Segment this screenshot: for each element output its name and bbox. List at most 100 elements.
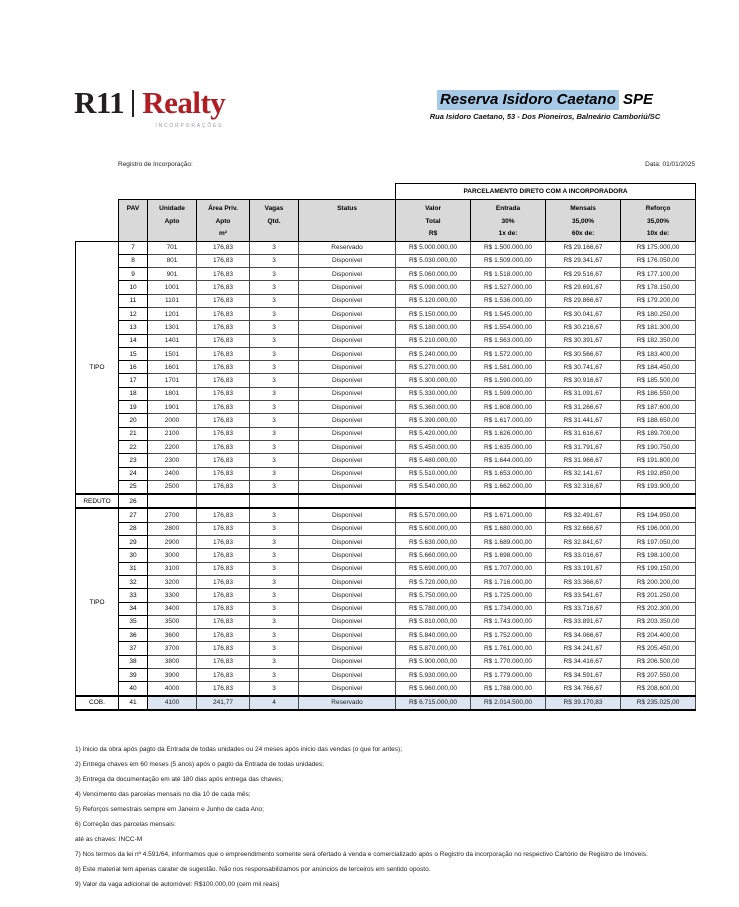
cell-vagas: 3 bbox=[249, 306, 299, 322]
cell-entrada: R$ 2.014.500,00 bbox=[470, 694, 547, 711]
table-row: 15 1501 176,83 3 Disponivel R$ 5.240.000,00 R$… bbox=[76, 346, 697, 362]
cell-reforco: R$ 177.100,00 bbox=[620, 267, 697, 282]
cell-entrada: R$ 1.563.000,00 bbox=[470, 333, 547, 348]
cell-area: 176,83 bbox=[196, 253, 250, 269]
cell-pav: 33 bbox=[118, 588, 148, 603]
table-row: 38 3800 176,83 3 Disponivel R$ 5.900.000,00 R$… bbox=[76, 654, 697, 670]
cell-status: Disponivel bbox=[297, 267, 397, 282]
cell-valor: R$ 5.300.000,00 bbox=[395, 373, 472, 388]
cell-valor: R$ 5.720.000,00 bbox=[395, 574, 472, 590]
cell-valor: R$ 5.690.000,00 bbox=[395, 561, 472, 576]
cell-valor: R$ 5.210.000,00 bbox=[395, 333, 472, 348]
cell-unidade: 3500 bbox=[147, 614, 197, 630]
cell-pav: 39 bbox=[118, 667, 148, 683]
cell-entrada: R$ 1.500.000,00 bbox=[470, 240, 547, 255]
note-line: 9) Valor da vaga adicional de automóvel:… bbox=[75, 881, 280, 888]
cell-area: 176,83 bbox=[196, 479, 250, 495]
table-row: TIPO 7 701 176,83 3 Reservado R$ 5.000.000,00 R… bbox=[75, 240, 697, 495]
table-row: 17 1701 176,83 3 Disponivel R$ 5.300.000,00 R$… bbox=[76, 373, 697, 388]
cell-vagas: 3 bbox=[249, 293, 299, 308]
cell-area: 176,83 bbox=[196, 346, 250, 362]
cell-area: 176,83 bbox=[196, 628, 250, 643]
note-line: 8) Este material tem apenas carater de s… bbox=[75, 866, 431, 873]
cell-entrada: R$ 1.770.000,00 bbox=[470, 654, 547, 670]
cell-mensais: R$ 30.566,67 bbox=[545, 346, 622, 362]
cell-area: 176,83 bbox=[196, 641, 250, 656]
table-row: 31 3100 176,83 3 Disponivel R$ 5.690.000,00 R$… bbox=[76, 561, 697, 576]
cell-status: Disponivel bbox=[297, 548, 397, 563]
cell-reforco: R$ 206.500,00 bbox=[620, 654, 697, 670]
cell-reforco: R$ 181.300,00 bbox=[620, 320, 697, 335]
cell-valor: R$ 5.810.000,00 bbox=[395, 614, 472, 630]
cell-status: Disponivel bbox=[297, 641, 397, 656]
cell-status: Disponivel bbox=[297, 333, 397, 348]
cell-reforco: R$ 235.025,00 bbox=[620, 694, 697, 711]
cell-area: 176,83 bbox=[196, 240, 250, 255]
registro-label: Registro de Incorporação: bbox=[118, 161, 193, 168]
cell-pav: 28 bbox=[118, 521, 148, 537]
table-row: 12 1201 176,83 3 Disponivel R$ 5.150.000,00 R$… bbox=[76, 306, 697, 322]
cell-area: 176,83 bbox=[196, 681, 250, 697]
cell-mensais: R$ 34.416,67 bbox=[545, 654, 622, 670]
cell-mensais: R$ 29.516,67 bbox=[545, 267, 622, 282]
header-title-block: Reserva Isidoro Caetano SPE Rua Isidoro … bbox=[395, 90, 695, 121]
col-header-reforco: Reforço 35,00% 10x de: bbox=[620, 199, 697, 242]
cell-area: 176,83 bbox=[196, 293, 250, 308]
table-row: COB. 41 4100 241,77 4 Reservado R$ 6.715.000,0… bbox=[75, 694, 697, 711]
table-row: 11 1101 176,83 3 Disponivel R$ 5.120.000,00 R$… bbox=[76, 293, 697, 308]
cell-pav: 38 bbox=[118, 654, 148, 670]
cell-area: 176,83 bbox=[196, 280, 250, 295]
cell-unidade: 701 bbox=[147, 240, 197, 255]
table-row: 10 1001 176,83 3 Disponivel R$ 5.090.000,00 R$… bbox=[76, 280, 697, 295]
cell-valor: R$ 5.000.000,00 bbox=[395, 240, 472, 255]
cell-vagas: 3 bbox=[249, 413, 299, 428]
table-row: 35 3500 176,83 3 Disponivel R$ 5.810.000,00 R$… bbox=[76, 614, 697, 630]
cell-mensais: R$ 31.791,67 bbox=[545, 439, 622, 455]
cell-mensais: R$ 32.316,67 bbox=[545, 479, 622, 495]
table-row: REDUTO 26 bbox=[75, 493, 697, 509]
cell-entrada: R$ 1.788.000,00 bbox=[470, 681, 547, 697]
table-row: 36 3600 176,83 3 Disponivel R$ 5.840.000,00 R$… bbox=[76, 628, 697, 643]
cell-entrada: R$ 1.779.000,00 bbox=[470, 667, 547, 683]
cell-vagas: 3 bbox=[249, 521, 299, 537]
cell-entrada: R$ 1.698.000,00 bbox=[470, 548, 547, 563]
cell-entrada: R$ 1.572.000,00 bbox=[470, 346, 547, 362]
page-title-suffix: SPE bbox=[618, 91, 654, 108]
price-table-wrap: PARCELAMENTO DIRETO COM A INCORPORADORA … bbox=[75, 183, 697, 711]
cell-area: 176,83 bbox=[196, 588, 250, 603]
cell-mensais bbox=[545, 493, 622, 509]
cell-unidade: 1601 bbox=[147, 360, 197, 375]
cell-status: Disponivel bbox=[297, 360, 397, 375]
cell-area: 176,83 bbox=[196, 466, 250, 481]
cell-unidade: 901 bbox=[147, 267, 197, 282]
cell-unidade: 4100 bbox=[147, 694, 197, 711]
col-header-area: Área Priv. Apto m² bbox=[196, 199, 250, 242]
cell-pav: 10 bbox=[118, 280, 148, 295]
note-line: 3) Entrega da documentação em até 180 di… bbox=[75, 776, 284, 783]
cell-pav: 41 bbox=[118, 694, 148, 711]
cell-area: 176,83 bbox=[196, 320, 250, 335]
table-row: 16 1601 176,83 3 Disponivel R$ 5.270.000,00 R$… bbox=[76, 360, 697, 375]
cell-vagas: 3 bbox=[249, 426, 299, 441]
price-table-body: TIPO 7 701 176,83 3 Reservado R$ 5.000.000,00 R… bbox=[75, 240, 697, 711]
cell-status: Disponivel bbox=[297, 466, 397, 481]
cell-reforco: R$ 205.450,00 bbox=[620, 641, 697, 656]
cell-area: 176,83 bbox=[196, 601, 250, 616]
cell-area: 176,83 bbox=[196, 333, 250, 348]
cell-vagas: 3 bbox=[249, 346, 299, 362]
cell-vagas: 3 bbox=[249, 641, 299, 656]
cell-valor: R$ 5.930.000,00 bbox=[395, 667, 472, 683]
cell-status: Disponivel bbox=[297, 253, 397, 269]
cell-valor: R$ 5.120.000,00 bbox=[395, 293, 472, 308]
cell-mensais: R$ 31.266,67 bbox=[545, 400, 622, 415]
cell-valor: R$ 5.660.000,00 bbox=[395, 548, 472, 563]
logo-realty-text: Realty bbox=[142, 85, 226, 120]
cell-vagas: 3 bbox=[249, 667, 299, 683]
cell-valor: R$ 5.780.000,00 bbox=[395, 601, 472, 616]
table-row: 30 3000 176,83 3 Disponivel R$ 5.660.000,00 R$… bbox=[76, 548, 697, 563]
group-label: TIPO bbox=[75, 507, 119, 697]
table-row: 33 3300 176,83 3 Disponivel R$ 5.750.000,00 R$… bbox=[76, 588, 697, 603]
table-row: 34 3400 176,83 3 Disponivel R$ 5.780.000,00 R$… bbox=[76, 601, 697, 616]
cell-unidade: 2000 bbox=[147, 413, 197, 428]
cell-status: Disponivel bbox=[297, 373, 397, 388]
